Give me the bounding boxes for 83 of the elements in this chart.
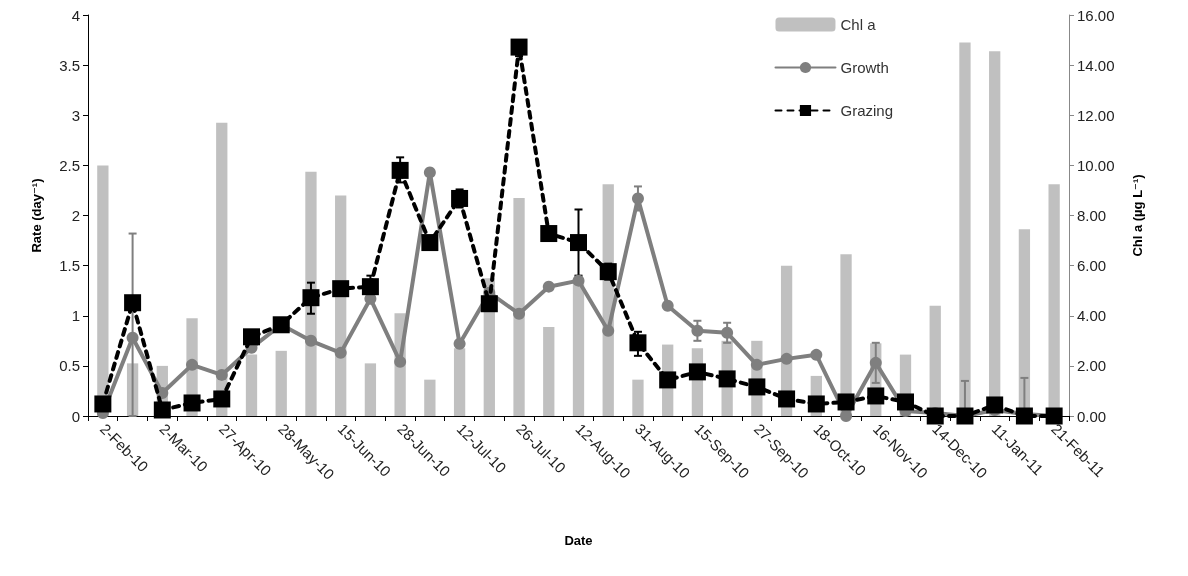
bar <box>97 165 109 416</box>
point <box>153 401 171 419</box>
y-tick-label: 0.5 <box>59 357 80 375</box>
y-tick-label: 0 <box>71 407 80 425</box>
y2-tick-label: 4.00 <box>1077 307 1107 325</box>
y2-tick-label: 8.00 <box>1077 207 1107 224</box>
point <box>778 390 796 408</box>
y2-tick-label: 0.00 <box>1077 407 1107 425</box>
point <box>126 331 139 344</box>
bar <box>453 348 466 416</box>
point <box>361 278 379 296</box>
y2-axis-title: Chl a (µg L⁻¹) <box>1130 174 1145 257</box>
point <box>304 334 317 347</box>
point <box>451 189 469 207</box>
bar <box>275 350 287 416</box>
point <box>602 324 615 337</box>
point <box>986 396 1004 414</box>
point <box>215 368 228 381</box>
y2-tick-label: 16.00 <box>1077 6 1115 24</box>
point <box>334 346 347 359</box>
point <box>837 393 855 411</box>
bar <box>632 379 644 416</box>
point <box>124 294 142 312</box>
y-tick-label: 2.5 <box>59 156 80 174</box>
y2-tick-label: 14.00 <box>1077 56 1115 74</box>
point <box>540 225 558 243</box>
y-tick-label: 1.5 <box>59 257 80 275</box>
bar <box>364 363 377 416</box>
point <box>510 38 528 56</box>
y-tick-label: 2 <box>71 207 80 224</box>
point <box>659 371 677 389</box>
point <box>1015 407 1033 425</box>
point <box>721 326 734 339</box>
point <box>480 295 498 313</box>
point <box>840 410 853 422</box>
y2-tick-label: 12.00 <box>1077 106 1115 124</box>
point <box>542 280 555 293</box>
point <box>513 307 526 320</box>
point <box>869 356 882 369</box>
y-tick-label: 3.5 <box>59 56 80 74</box>
bar <box>424 379 436 416</box>
bar <box>513 197 525 416</box>
point <box>688 363 706 381</box>
point <box>183 394 201 412</box>
point <box>748 378 766 396</box>
point <box>750 358 763 371</box>
point <box>391 161 409 179</box>
point <box>629 334 647 352</box>
point <box>302 289 320 307</box>
x-axis-title: Date <box>564 533 593 548</box>
y-tick-label: 3 <box>71 106 80 124</box>
point <box>213 390 231 408</box>
point <box>780 352 793 365</box>
point <box>807 395 825 413</box>
point <box>394 355 407 368</box>
point <box>186 358 199 371</box>
y2-tick-label: 6.00 <box>1077 257 1107 275</box>
y2-tick-label: 2.00 <box>1077 357 1107 375</box>
bar <box>245 354 258 416</box>
y-tick-label: 4 <box>71 6 80 24</box>
legend-label: Chl a <box>840 16 877 33</box>
legend-label: Grazing <box>840 102 894 119</box>
point <box>243 328 260 346</box>
point <box>423 166 436 179</box>
point <box>926 407 944 425</box>
point <box>332 280 350 298</box>
point <box>453 337 466 350</box>
point <box>897 393 914 411</box>
point <box>718 370 736 388</box>
point <box>631 192 644 205</box>
legend-label: Growth <box>840 59 889 76</box>
point <box>810 348 823 361</box>
bar <box>543 327 555 416</box>
point <box>691 324 704 337</box>
y-tick-label: 1 <box>71 307 80 325</box>
point <box>421 234 439 252</box>
point <box>867 387 885 405</box>
point <box>570 234 587 252</box>
point <box>661 299 674 312</box>
point <box>94 395 112 413</box>
y2-tick-label: 10.00 <box>1077 156 1115 174</box>
bar <box>989 51 1001 416</box>
y-axis-title: Rate (day⁻¹) <box>29 178 44 253</box>
